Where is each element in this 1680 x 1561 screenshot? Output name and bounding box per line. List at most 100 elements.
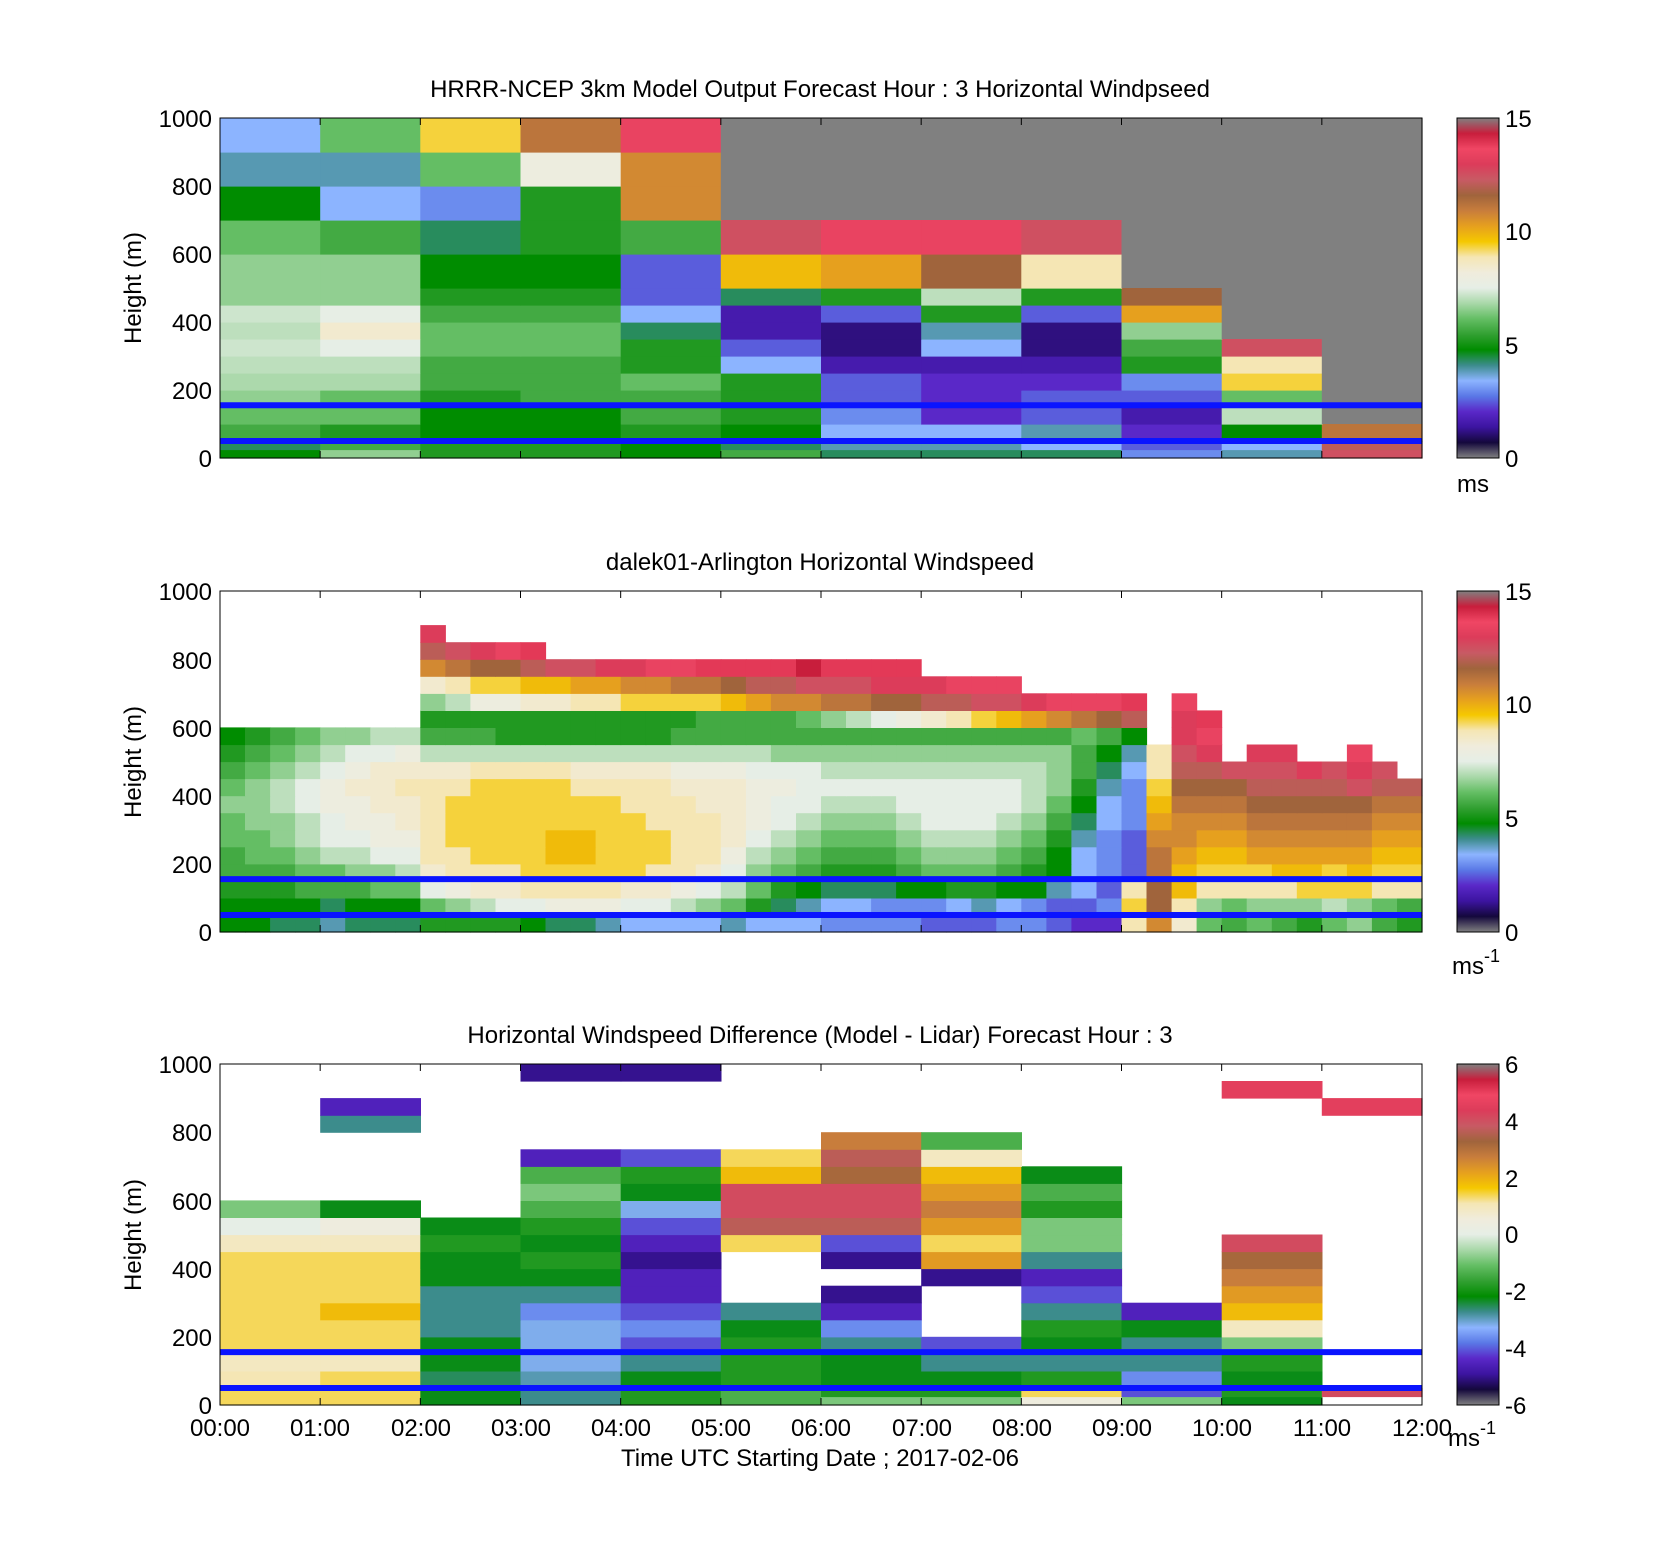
heatmap-cell: [1371, 897, 1398, 916]
x-tick-0300: 03:00: [491, 1415, 551, 1442]
heatmap-cell: [1397, 795, 1423, 814]
heatmap-cell: [720, 1319, 822, 1338]
heatmap-cell: [520, 1388, 622, 1398]
heatmap-cell: [1246, 778, 1273, 797]
heatmap-cell: [420, 744, 446, 763]
heatmap-cell: [796, 778, 822, 797]
heatmap-cell: [220, 897, 246, 916]
heatmap-cell: [520, 642, 547, 660]
heatmap-cell: [645, 744, 672, 763]
heatmap-cell: [1121, 846, 1148, 865]
heatmap-cell: [620, 356, 722, 374]
heatmap-cell: [796, 915, 822, 933]
heatmap-cell: [520, 373, 622, 391]
heatmap-cell: [670, 829, 697, 848]
heatmap-cell: [670, 761, 697, 780]
heatmap-cell: [220, 288, 321, 306]
heatmap-cell: [220, 829, 246, 848]
heatmap-cell: [821, 761, 847, 780]
heatmap-cell: [370, 795, 396, 814]
heatmap-cell: [520, 305, 622, 323]
heatmap-cell: [420, 795, 446, 814]
heatmap-cell: [1121, 1319, 1223, 1338]
heatmap-cell: [720, 322, 822, 340]
heatmap-cell: [295, 761, 321, 780]
heatmap-cell: [1121, 829, 1148, 848]
colorbar-2-tick-0: 0: [1505, 920, 1518, 947]
heatmap-cell: [796, 812, 822, 831]
heatmap-cell: [620, 407, 722, 425]
colorbar-3-tick-minus2: -2: [1505, 1279, 1526, 1306]
heatmap-cell: [1021, 1396, 1123, 1406]
heatmap-cell: [570, 880, 597, 899]
heatmap-cell: [320, 761, 346, 780]
heatmap-cell: [921, 710, 947, 728]
heatmap-cell: [495, 812, 522, 831]
heatmap-cell: [345, 915, 371, 933]
heatmap-cell: [821, 407, 922, 425]
heatmap-cell: [1221, 1396, 1323, 1406]
heatmap-cell: [695, 659, 722, 677]
heatmap-cell: [320, 186, 421, 221]
heatmap-cell: [871, 744, 897, 763]
heatmap-cell: [395, 778, 421, 797]
heatmap-cell: [445, 778, 471, 797]
heatmap-cell: [946, 880, 972, 899]
heatmap-cell: [420, 424, 522, 442]
heatmap-cell: [470, 659, 496, 677]
heatmap-cell: [996, 846, 1022, 865]
heatmap-cell: [846, 659, 872, 677]
heatmap-cell: [1021, 1319, 1123, 1338]
heatmap-cell: [595, 897, 622, 916]
y-tick-0: 0: [199, 1393, 212, 1420]
heatmap-cell: [320, 795, 346, 814]
heatmap-cell: [1121, 1396, 1223, 1406]
heatmap-cell: [946, 778, 972, 797]
heatmap-cell: [220, 220, 321, 255]
colorbar-3-tick-6: 6: [1505, 1052, 1518, 1079]
heatmap-cell: [1397, 897, 1423, 916]
heatmap-cell: [270, 915, 296, 933]
heatmap-cell: [595, 795, 622, 814]
heatmap-cell: [846, 795, 872, 814]
heatmap-cell: [620, 1388, 722, 1398]
y-axis-label: Height (m): [120, 706, 147, 818]
heatmap-cell: [495, 761, 522, 780]
heatmap-cell: [220, 744, 246, 763]
heatmap-cell: [420, 1319, 522, 1338]
heatmap-cell: [545, 915, 572, 933]
panel-difference: Horizontal Windspeed Difference (Model -…: [120, 1022, 1526, 1472]
heatmap-cell: [720, 407, 822, 425]
heatmap-cell: [620, 812, 647, 831]
heatmap-cell: [1021, 1302, 1123, 1321]
heatmap-cell: [420, 727, 446, 746]
heatmap-missing-cell: [1021, 118, 1123, 220]
heatmap-cell: [1321, 795, 1348, 814]
heatmap-cell: [821, 373, 922, 391]
heatmap-cell: [1397, 915, 1423, 933]
heatmap-cell: [1196, 880, 1223, 899]
heatmap-cell: [946, 744, 972, 763]
heatmap-cell: [796, 659, 822, 677]
heatmap-cell: [620, 778, 647, 797]
heatmap-cell: [1121, 778, 1148, 797]
heatmap-cell: [245, 846, 271, 865]
heatmap-cell: [445, 659, 471, 677]
heatmap-cell: [295, 846, 321, 865]
heatmap-cell: [520, 1251, 622, 1270]
heatmap-cell: [520, 1200, 622, 1218]
heatmap-cell: [1296, 795, 1323, 814]
heatmap-cell: [1171, 727, 1198, 746]
heatmap-cell: [595, 812, 622, 831]
heatmap-cell: [1221, 1319, 1323, 1338]
heatmap-cell: [1271, 846, 1298, 865]
heatmap-cell: [520, 449, 622, 459]
heatmap-cell: [420, 1234, 522, 1253]
heatmap-cell: [1246, 880, 1273, 899]
heatmap-cell: [320, 1115, 421, 1133]
heatmap-cell: [821, 441, 922, 451]
heatmap-cell: [1121, 322, 1223, 340]
heatmap-cell: [1196, 897, 1223, 916]
heatmap-cell: [1171, 778, 1198, 797]
heatmap-cell: [320, 1302, 421, 1321]
